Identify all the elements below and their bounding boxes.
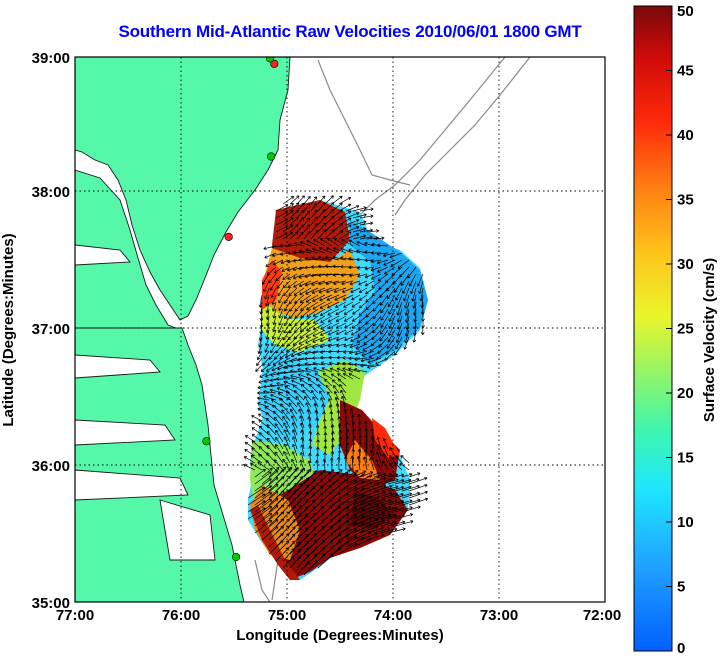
station-marker: [270, 59, 279, 68]
y-tick-label: 39:00: [32, 50, 70, 67]
x-tick-label: 75:00: [268, 607, 306, 624]
station-marker: [267, 152, 276, 161]
colorbar-tick-label: 35: [677, 192, 694, 209]
y-tick-label: 36:00: [32, 458, 70, 475]
colorbar-tick-label: 40: [677, 127, 694, 144]
plot-frame: [74, 56, 606, 603]
x-tick-label: 73:00: [480, 607, 518, 624]
colorbar-tick-label: 10: [677, 514, 694, 531]
velocity-arrows: [243, 195, 429, 576]
station-marker: [232, 552, 241, 562]
colorbar-scale: [633, 5, 673, 652]
x-axis-label: Longitude (Degrees:Minutes): [236, 627, 444, 644]
y-tick-label: 38:00: [32, 184, 70, 201]
x-tick-label: 76:00: [162, 607, 200, 624]
x-tick-label: 74:00: [374, 607, 412, 624]
colorbar-tick-label: 45: [677, 63, 694, 80]
grid-lines: [75, 57, 605, 602]
y-axis: 39:00 38:00 37:00 36:00 35:00 Latitude (…: [0, 50, 70, 612]
velocity-arrow-paths: [243, 195, 429, 576]
y-axis-label: Latitude (Degrees:Minutes): [0, 233, 17, 426]
station-marker: [202, 437, 211, 446]
velocity-field: [248, 200, 428, 580]
colorbar-tick-label: 15: [677, 450, 694, 467]
map-title: Southern Mid-Atlantic Raw Velocities 201…: [118, 22, 582, 41]
x-tick-label: 77:00: [56, 607, 94, 624]
colorbar-tick-label: 0: [677, 640, 685, 657]
colorbar-tick-label: 50: [677, 3, 694, 20]
station-markers: [202, 57, 279, 562]
plot-area: [75, 57, 605, 602]
station-marker: [224, 232, 233, 241]
colorbar-tick-label: 25: [677, 321, 694, 338]
colorbar-tick-label: 20: [677, 385, 694, 402]
land: [75, 57, 291, 602]
y-tick-label: 35:00: [32, 595, 70, 612]
x-axis: 77:00 76:00 75:00 74:00 73:00 72:00 Long…: [56, 607, 621, 644]
colorbar-tick-label: 5: [677, 579, 685, 596]
x-tick-label: 72:00: [583, 607, 621, 624]
y-tick-label: 37:00: [32, 321, 70, 338]
colorbar-label: Surface Velocity (cm/s): [701, 258, 718, 422]
colorbar-tick-label: 30: [677, 256, 694, 273]
station-marker: [265, 57, 275, 63]
